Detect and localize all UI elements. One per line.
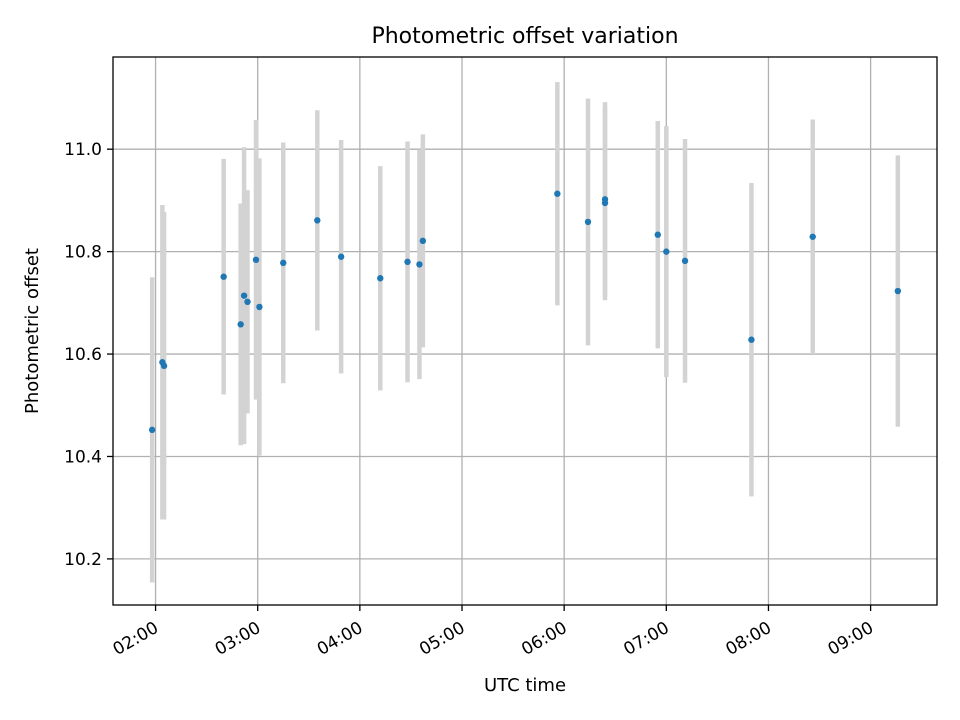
data-point <box>601 196 609 203</box>
y-axis-label: Photometric offset <box>22 248 43 414</box>
data-point <box>404 258 411 266</box>
data-point <box>419 237 427 245</box>
data-points <box>148 190 902 434</box>
data-point <box>809 233 816 240</box>
data-point <box>280 259 287 267</box>
x-axis-label: UTC time <box>484 675 566 696</box>
y-tick-label: 10.2 <box>64 550 102 570</box>
data-point <box>314 217 321 224</box>
data-point <box>240 292 248 299</box>
data-point <box>681 257 689 265</box>
plot-frame <box>112 56 938 606</box>
data-point <box>377 275 384 282</box>
y-tick-label: 11.0 <box>64 140 102 160</box>
data-point <box>584 218 592 226</box>
data-point <box>220 273 227 280</box>
data-point <box>416 261 423 268</box>
y-axis-ticks: 10.2 10.4 10.6 10.8 11.0 <box>64 140 113 570</box>
data-point <box>160 362 168 370</box>
data-point <box>748 336 755 343</box>
data-point <box>148 426 156 434</box>
data-point <box>654 231 661 238</box>
data-point <box>554 190 561 197</box>
y-tick-label: 10.8 <box>64 243 102 263</box>
data-point <box>256 303 263 311</box>
chart-title: Photometric offset variation <box>371 24 678 49</box>
data-point <box>244 298 251 306</box>
y-tick-label: 10.4 <box>64 447 102 467</box>
data-point <box>237 321 244 328</box>
y-tick-label: 10.6 <box>64 345 102 365</box>
data-point <box>252 256 260 264</box>
data-point <box>663 248 670 255</box>
data-point <box>337 253 345 260</box>
data-point <box>894 287 902 295</box>
